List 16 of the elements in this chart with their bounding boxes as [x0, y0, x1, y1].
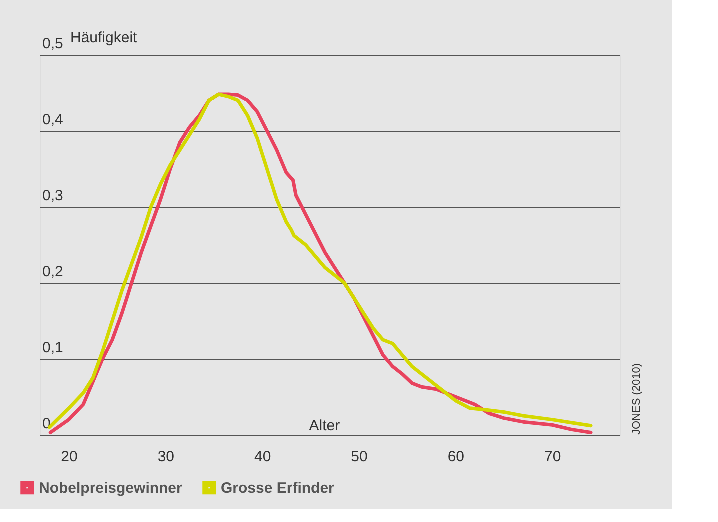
y-tick-label: 0,1: [42, 340, 64, 356]
x-tick-label: 50: [351, 448, 368, 466]
x-axis-title: Alter: [309, 418, 340, 434]
x-tick-label: 70: [544, 448, 562, 466]
x-tick-label: 60: [448, 448, 465, 466]
y-tick-label: 0,4: [42, 112, 64, 128]
legend-label: Grosse Erfinder: [221, 480, 335, 497]
legend-label: Nobelpreisgewinner: [39, 480, 183, 497]
y-tick-label: 0,3: [42, 188, 64, 204]
y-tick-label: 0,5: [42, 36, 64, 52]
x-tick-label: 30: [158, 448, 175, 466]
y-tick-label: 0,2: [42, 264, 64, 280]
y-axis-title: Häufigkeit: [70, 30, 138, 46]
x-tick-label: 40: [254, 448, 272, 466]
text: JONES (2010): [631, 363, 643, 435]
x-tick-label: 20: [61, 448, 78, 466]
